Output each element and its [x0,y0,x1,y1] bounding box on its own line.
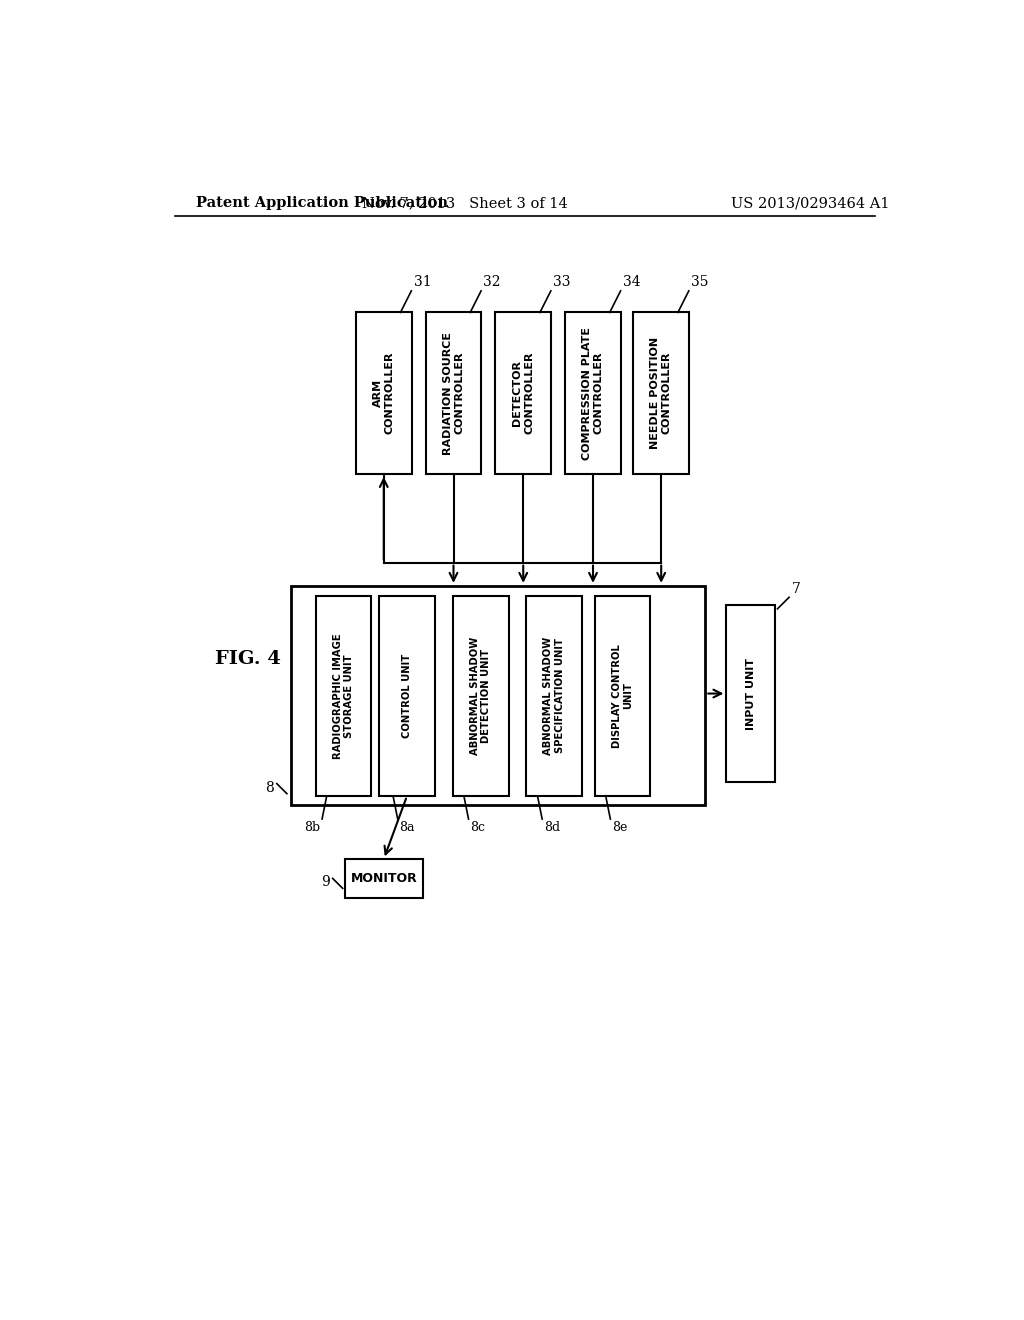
Bar [633,313,689,474]
Text: MONITOR: MONITOR [350,871,417,884]
Bar [315,595,372,796]
Bar [356,313,412,474]
Bar [345,859,423,898]
Bar [291,586,706,805]
Text: 7: 7 [792,582,801,595]
Text: INPUT UNIT: INPUT UNIT [745,657,756,730]
Bar [595,595,650,796]
Text: 8a: 8a [399,821,415,834]
Bar [379,595,435,796]
Text: 35: 35 [691,276,709,289]
Text: 31: 31 [414,276,431,289]
Bar [726,605,775,781]
Text: Patent Application Publication: Patent Application Publication [197,197,449,210]
Text: 8e: 8e [612,821,628,834]
Text: ABNORMAL SHADOW
SPECIFICATION UNIT: ABNORMAL SHADOW SPECIFICATION UNIT [544,636,565,755]
Text: 8: 8 [265,780,273,795]
Text: NEEDLE POSITION
CONTROLLER: NEEDLE POSITION CONTROLLER [650,337,672,449]
Text: RADIOGRAPHIC IMAGE
STORAGE UNIT: RADIOGRAPHIC IMAGE STORAGE UNIT [333,634,354,759]
Bar [526,595,583,796]
Text: 8c: 8c [470,821,485,834]
Text: 8d: 8d [544,821,560,834]
Text: COMPRESSION PLATE
CONTROLLER: COMPRESSION PLATE CONTROLLER [583,327,604,459]
Text: 9: 9 [321,875,330,890]
Text: Nov. 7, 2013   Sheet 3 of 14: Nov. 7, 2013 Sheet 3 of 14 [362,197,568,210]
Text: DISPLAY CONTROL
UNIT: DISPLAY CONTROL UNIT [611,644,633,748]
Bar [453,595,509,796]
Text: FIG. 4: FIG. 4 [215,649,281,668]
Text: US 2013/0293464 A1: US 2013/0293464 A1 [731,197,889,210]
Text: DETECTOR
CONTROLLER: DETECTOR CONTROLLER [512,352,535,434]
Text: CONTROL UNIT: CONTROL UNIT [402,653,412,738]
Bar [565,313,621,474]
Text: ARM
CONTROLLER: ARM CONTROLLER [373,352,394,434]
Text: 33: 33 [553,276,570,289]
Text: ABNORMAL SHADOW
DETECTION UNIT: ABNORMAL SHADOW DETECTION UNIT [470,636,492,755]
Text: 32: 32 [483,276,501,289]
Bar [496,313,551,474]
Bar [426,313,481,474]
Text: 34: 34 [623,276,641,289]
Text: RADIATION SOURCE
CONTROLLER: RADIATION SOURCE CONTROLLER [442,331,464,455]
Text: 8b: 8b [304,821,321,834]
